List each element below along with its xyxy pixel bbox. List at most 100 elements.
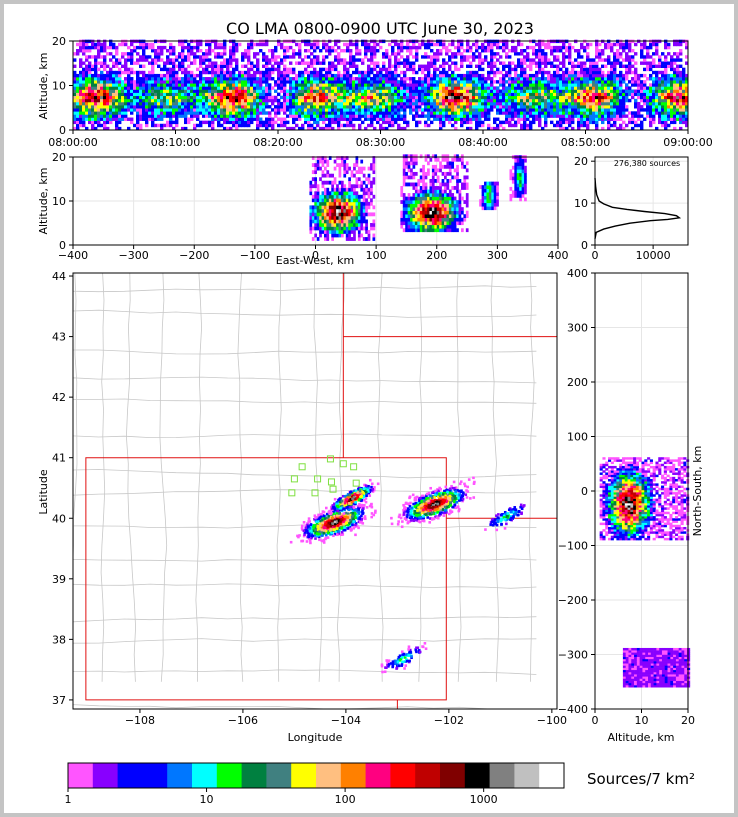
ta-source-cell xyxy=(331,120,335,125)
ta-source-cell xyxy=(520,117,524,121)
ta-source-cell xyxy=(244,123,248,128)
ta-source-cell xyxy=(151,117,155,121)
ta-source-cell xyxy=(277,77,281,81)
ta-source-cell xyxy=(433,92,437,97)
ta-source-cell xyxy=(115,123,119,128)
ta-source-cell xyxy=(679,73,683,78)
ta-source-cell xyxy=(289,61,293,65)
ta-source-cell xyxy=(406,77,410,81)
ta-source-cell xyxy=(430,120,434,125)
ta-source-cell xyxy=(115,73,119,78)
ta-source-cell xyxy=(556,73,560,78)
ta-source-cell xyxy=(514,95,518,100)
ta-source-cell xyxy=(652,58,656,62)
ta-source-cell xyxy=(385,70,389,75)
ta-source-cell xyxy=(625,123,629,128)
ta-source-cell xyxy=(277,80,281,84)
ta-source-cell xyxy=(157,89,161,93)
ta-source-cell xyxy=(178,111,182,115)
ta-source-cell xyxy=(451,55,455,59)
ta-source-cell xyxy=(337,55,341,59)
ta-source-cell xyxy=(400,105,404,109)
ta-source-cell xyxy=(565,117,569,121)
ta-source-cell xyxy=(409,95,413,100)
ew-source-cell xyxy=(333,205,337,210)
ta-source-cell xyxy=(673,111,677,115)
ta-source-cell xyxy=(397,52,401,56)
ta-source-cell xyxy=(631,120,635,125)
ta-source-cell xyxy=(208,101,212,106)
ew-source-cell xyxy=(311,156,315,160)
ew-source-cell xyxy=(345,215,349,220)
ta-source-cell xyxy=(160,105,164,109)
ta-source-cell xyxy=(478,58,482,62)
ta-source-cell xyxy=(340,89,344,93)
ta-source-cell xyxy=(478,92,482,97)
ta-source-cell xyxy=(175,77,179,81)
ta-source-cell xyxy=(535,73,539,78)
ta-source-cell xyxy=(631,77,635,81)
ta-source-cell xyxy=(364,126,368,131)
ta-source-cell xyxy=(364,80,368,84)
ta-source-cell xyxy=(319,92,323,97)
ta-source-cell xyxy=(535,64,539,68)
ta-source-cell xyxy=(457,67,461,72)
ta-source-cell xyxy=(247,98,251,103)
ew-source-cell xyxy=(319,215,322,220)
ta-source-cell xyxy=(451,89,455,93)
ta-source-cell xyxy=(205,105,209,109)
ta-source-cell xyxy=(682,80,686,84)
ta-source-cell xyxy=(637,95,641,100)
ta-source-cell xyxy=(658,70,662,75)
ta-source-cell xyxy=(439,111,443,115)
ta-source-cell xyxy=(481,98,485,103)
ta-source-cell xyxy=(502,73,506,78)
ta-source-cell xyxy=(610,61,614,65)
ta-source-cell xyxy=(238,83,242,87)
ta-source-cell xyxy=(514,49,518,53)
ta-source-cell xyxy=(181,105,185,109)
ta-source-cell xyxy=(94,114,98,118)
ta-source-cell xyxy=(682,95,686,100)
ta-source-cell xyxy=(139,42,143,47)
ta-source-cell xyxy=(229,98,233,103)
ta-source-cell xyxy=(655,108,659,112)
ta-source-cell xyxy=(427,108,431,112)
ta-source-cell xyxy=(430,83,434,87)
ta-source-cell xyxy=(268,105,272,109)
ta-source-cell xyxy=(664,73,668,78)
ta-source-cell xyxy=(583,70,587,75)
ta-source-cell xyxy=(118,61,122,65)
ta-source-cell xyxy=(472,52,476,56)
ta-source-cell xyxy=(355,52,359,56)
ta-source-cell xyxy=(448,89,452,93)
ta-source-cell xyxy=(400,114,404,118)
ta-source-cell xyxy=(295,61,299,65)
ta-source-cell xyxy=(109,98,113,103)
ta-source-cell xyxy=(682,105,686,109)
ta-source-cell xyxy=(226,67,230,72)
ta-source-cell xyxy=(568,80,572,84)
ta-source-cell xyxy=(256,61,260,65)
ta-source-cell xyxy=(436,42,440,47)
ta-source-cell xyxy=(82,49,86,53)
ta-source-cell xyxy=(619,111,623,115)
ta-source-cell xyxy=(574,92,578,97)
ta-source-cell xyxy=(646,55,650,59)
ta-source-cell xyxy=(358,89,362,93)
ta-source-cell xyxy=(577,52,581,56)
ta-source-cell xyxy=(466,70,470,75)
ta-source-cell xyxy=(670,58,674,62)
ta-source-cell xyxy=(547,77,551,81)
ta-source-cell xyxy=(589,117,593,121)
ta-source-cell xyxy=(292,98,296,103)
ta-source-cell xyxy=(424,98,428,103)
ta-source-cell xyxy=(163,80,167,84)
ta-source-cell xyxy=(601,114,605,118)
ta-source-cell xyxy=(148,70,152,75)
ta-source-cell xyxy=(565,101,569,106)
ta-source-cell xyxy=(427,111,431,115)
ta-source-cell xyxy=(355,80,359,84)
ew-source-cell xyxy=(333,212,337,217)
ta-source-cell xyxy=(277,70,281,75)
